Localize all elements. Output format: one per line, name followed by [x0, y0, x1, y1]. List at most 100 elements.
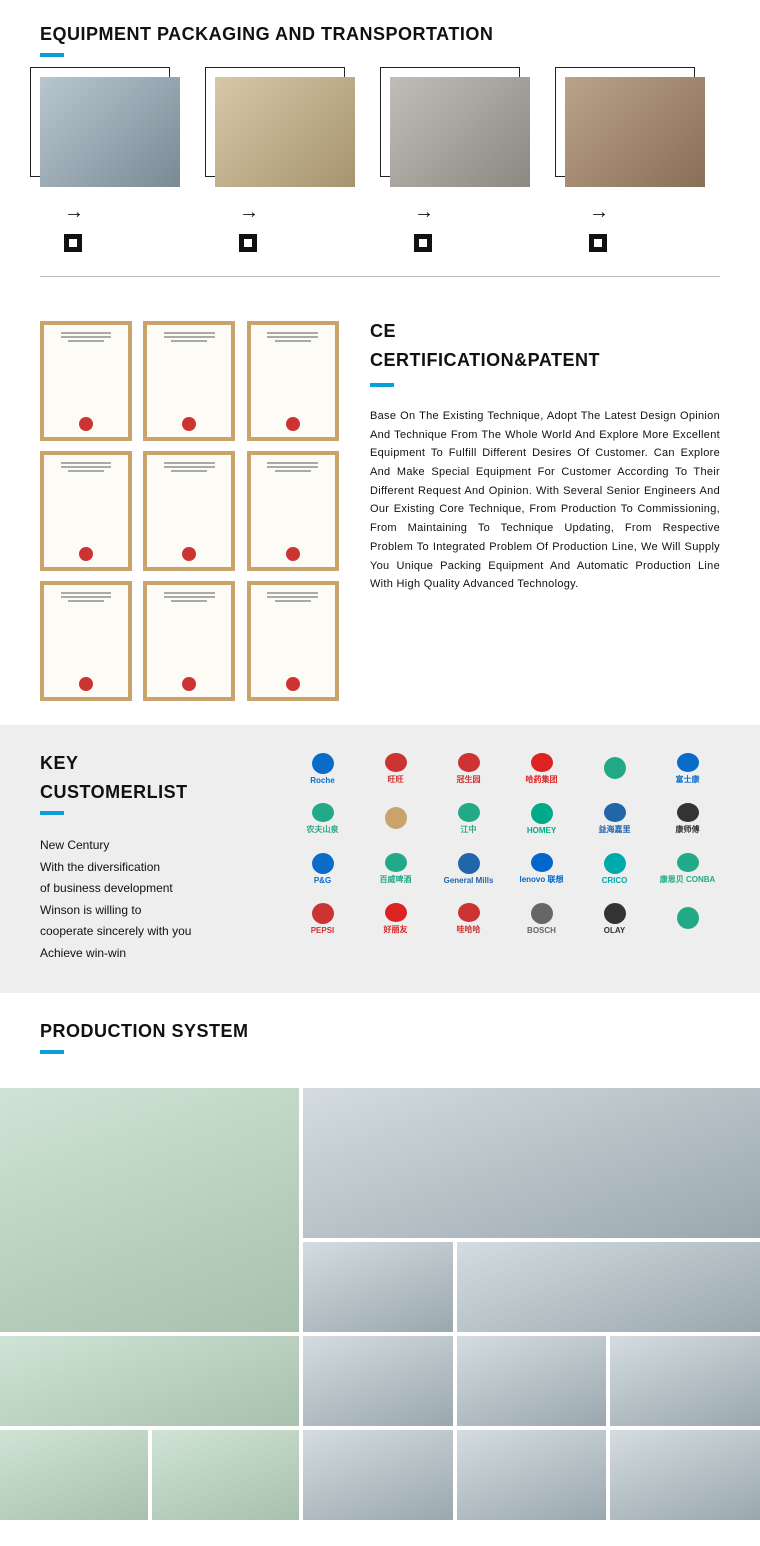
arrow-icon: →	[414, 201, 434, 224]
certificate-doc	[247, 321, 339, 441]
customer-desc-line: of business development	[40, 878, 260, 900]
customer-desc-line: Winson is willing to	[40, 900, 260, 922]
logo-icon	[458, 853, 480, 874]
seal-icon	[286, 417, 300, 431]
logo-name: General Mills	[444, 876, 494, 885]
certification-section: SHANGHAI OCPACK MACHINERY CO.,LTD. CE CE…	[0, 297, 760, 725]
logo-icon	[677, 853, 699, 872]
production-title: PRODUCTION SYSTEM	[40, 1021, 720, 1042]
customer-logo: BOSCH	[509, 903, 574, 935]
customer-logo: 百威啤酒	[363, 853, 428, 885]
packaging-section: EQUIPMENT PACKAGING AND TRANSPORTATION →…	[0, 0, 760, 276]
logo-icon	[385, 807, 407, 829]
certificate-doc	[40, 321, 132, 441]
cust-title-1: KEY	[40, 753, 260, 774]
certificate-doc	[40, 581, 132, 701]
cert-title-2: CERTIFICATION&PATENT	[370, 350, 720, 371]
customer-desc-line: Achieve win-win	[40, 943, 260, 965]
logo-name: BOSCH	[527, 926, 556, 935]
packaging-item: →	[390, 77, 545, 252]
logo-icon	[385, 853, 407, 872]
customer-logo: 冠生园	[436, 753, 501, 785]
seal-icon	[182, 547, 196, 561]
customer-logo: 益海嘉里	[582, 803, 647, 835]
production-gallery	[0, 1088, 760, 1520]
accent-bar	[370, 383, 394, 387]
logo-icon	[312, 903, 334, 924]
logo-icon	[385, 753, 407, 772]
logo-name: 康恩贝 CONBA	[660, 874, 716, 885]
accent-bar	[40, 53, 64, 57]
packaging-item: →	[565, 77, 720, 252]
customer-logo: HOMEY	[509, 803, 574, 835]
production-photo	[0, 1336, 299, 1426]
logo-name: PEPSI	[311, 926, 335, 935]
packaging-item: →	[40, 77, 195, 252]
packaging-image-wrap	[565, 77, 705, 187]
logo-name: CRICO	[602, 876, 628, 885]
certification-wrap: CE CERTIFICATION&PATENT Base On The Exis…	[40, 321, 720, 701]
seal-icon	[79, 417, 93, 431]
customers-section: KEY CUSTOMERLIST New CenturyWith the div…	[0, 725, 760, 993]
arrow-icon: →	[589, 201, 609, 224]
production-photo	[457, 1242, 760, 1332]
customer-logo: 旺旺	[363, 753, 428, 785]
packaging-title: EQUIPMENT PACKAGING AND TRANSPORTATION	[40, 24, 720, 45]
seal-icon	[79, 547, 93, 561]
logo-icon	[604, 903, 626, 924]
certificate-doc	[247, 451, 339, 571]
customer-logo: 康师傅	[655, 803, 720, 835]
customer-logo: 农夫山泉	[290, 803, 355, 835]
square-marker-icon	[64, 234, 82, 252]
customer-desc-line: New Century	[40, 835, 260, 857]
customer-logo	[582, 753, 647, 785]
customer-logo: CRICO	[582, 853, 647, 885]
packaging-row: → → → →	[40, 77, 720, 252]
logo-name: 好丽友	[384, 924, 408, 935]
logo-name: 哇哈哈	[457, 924, 481, 935]
logo-name: HOMEY	[527, 826, 556, 835]
customer-logo: 江中	[436, 803, 501, 835]
certificate-doc	[247, 581, 339, 701]
logo-icon	[312, 853, 334, 874]
square-marker-icon	[589, 234, 607, 252]
production-photo	[610, 1336, 760, 1426]
production-photo	[303, 1430, 453, 1520]
arrow-icon: →	[64, 201, 84, 224]
customer-logo: 哇哈哈	[436, 903, 501, 935]
seal-icon	[182, 417, 196, 431]
production-photo-split	[0, 1430, 299, 1520]
logo-icon	[458, 903, 480, 922]
seal-icon	[286, 677, 300, 691]
production-photo	[303, 1336, 453, 1426]
logo-icon	[604, 853, 626, 874]
customer-logo: Roche	[290, 753, 355, 785]
logo-icon	[312, 753, 334, 774]
logo-name: 益海嘉里	[599, 824, 631, 835]
customer-logo: 富士康	[655, 753, 720, 785]
packaging-image-wrap	[390, 77, 530, 187]
customer-desc-line: cooperate sincerely with you	[40, 921, 260, 943]
customer-logo: PEPSI	[290, 903, 355, 935]
logo-name: 富士康	[676, 774, 700, 785]
customer-logo	[655, 903, 720, 935]
logo-name: 康师傅	[676, 824, 700, 835]
divider	[40, 276, 720, 277]
logo-icon	[458, 803, 480, 822]
production-photo	[457, 1336, 607, 1426]
logo-name: 冠生园	[457, 774, 481, 785]
logo-icon	[604, 803, 626, 822]
seal-icon	[79, 677, 93, 691]
logo-icon	[531, 853, 553, 872]
customers-left: KEY CUSTOMERLIST New CenturyWith the div…	[40, 753, 260, 965]
customer-logo: 好丽友	[363, 903, 428, 935]
logo-name: 百威啤酒	[380, 874, 412, 885]
logo-name: 旺旺	[388, 774, 404, 785]
square-marker-icon	[239, 234, 257, 252]
certificate-doc	[143, 451, 235, 571]
customer-logo-grid: Roche旺旺冠生园哈药集团富士康农夫山泉江中HOMEY益海嘉里康师傅P&G百威…	[290, 753, 720, 965]
certificate-doc	[143, 321, 235, 441]
logo-icon	[677, 753, 699, 772]
seal-icon	[286, 547, 300, 561]
logo-icon	[312, 803, 334, 822]
